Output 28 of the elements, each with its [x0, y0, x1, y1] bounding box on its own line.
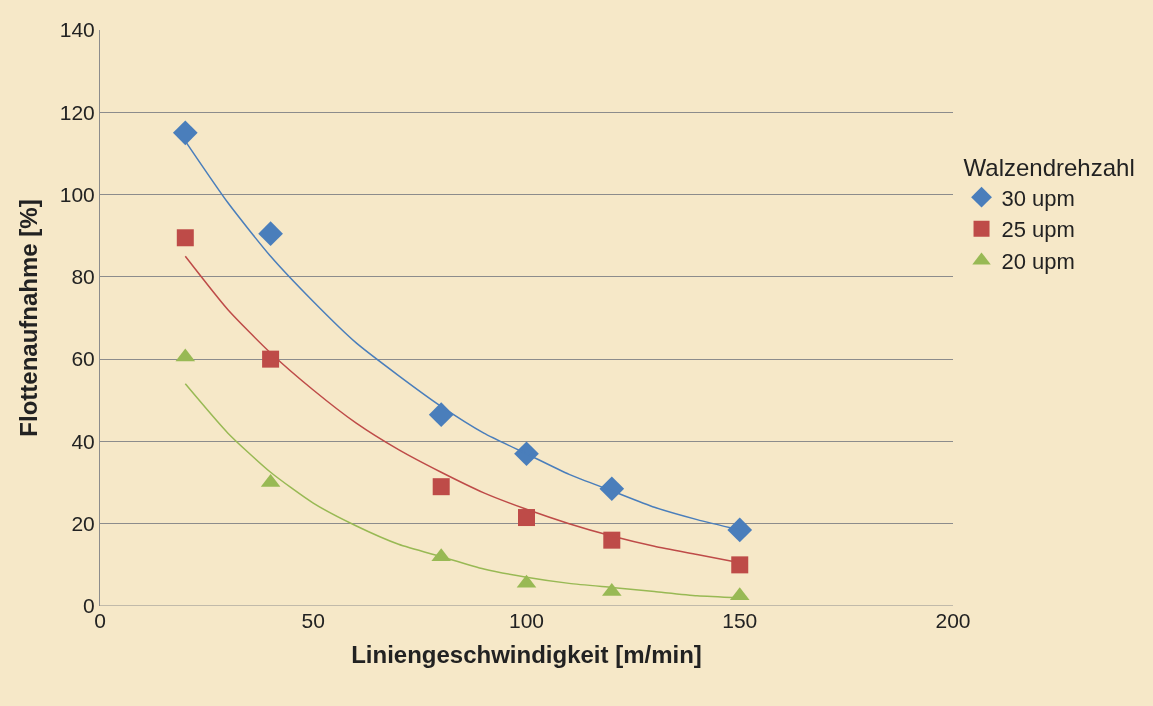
point: [172, 120, 198, 146]
y-tick-label: 20: [71, 512, 95, 536]
point: [262, 350, 280, 368]
legend-label: 30 upm: [1001, 185, 1075, 211]
x-tick-label: 50: [301, 609, 325, 632]
x-tick-label: 150: [722, 609, 758, 632]
y-tick-label: 80: [71, 265, 95, 289]
y-tick-label: 60: [71, 347, 95, 371]
legend-label: 20 upm: [1001, 248, 1075, 274]
x-tick-label: 200: [935, 609, 971, 632]
legend-title: Walzendrehzahl: [963, 154, 1135, 182]
y-tick-label: 100: [59, 182, 95, 206]
x-tick-label: 100: [508, 609, 545, 632]
point: [731, 556, 749, 574]
y-tick-label: 140: [59, 18, 95, 42]
point: [727, 517, 753, 543]
point: [432, 478, 450, 496]
y-tick-label: 40: [71, 429, 95, 453]
point: [603, 531, 621, 549]
point: [518, 509, 535, 527]
legend-label: 25 upm: [1001, 217, 1075, 243]
point: [428, 402, 454, 428]
x-axis-title: Liniengeschwindigkeit [m/min]: [351, 641, 702, 669]
y-axis-title: Flottenaufnahme [%]: [14, 199, 42, 437]
y-tick-label: 120: [59, 100, 95, 124]
point: [258, 221, 283, 247]
point: [176, 229, 194, 247]
point: [514, 441, 539, 467]
